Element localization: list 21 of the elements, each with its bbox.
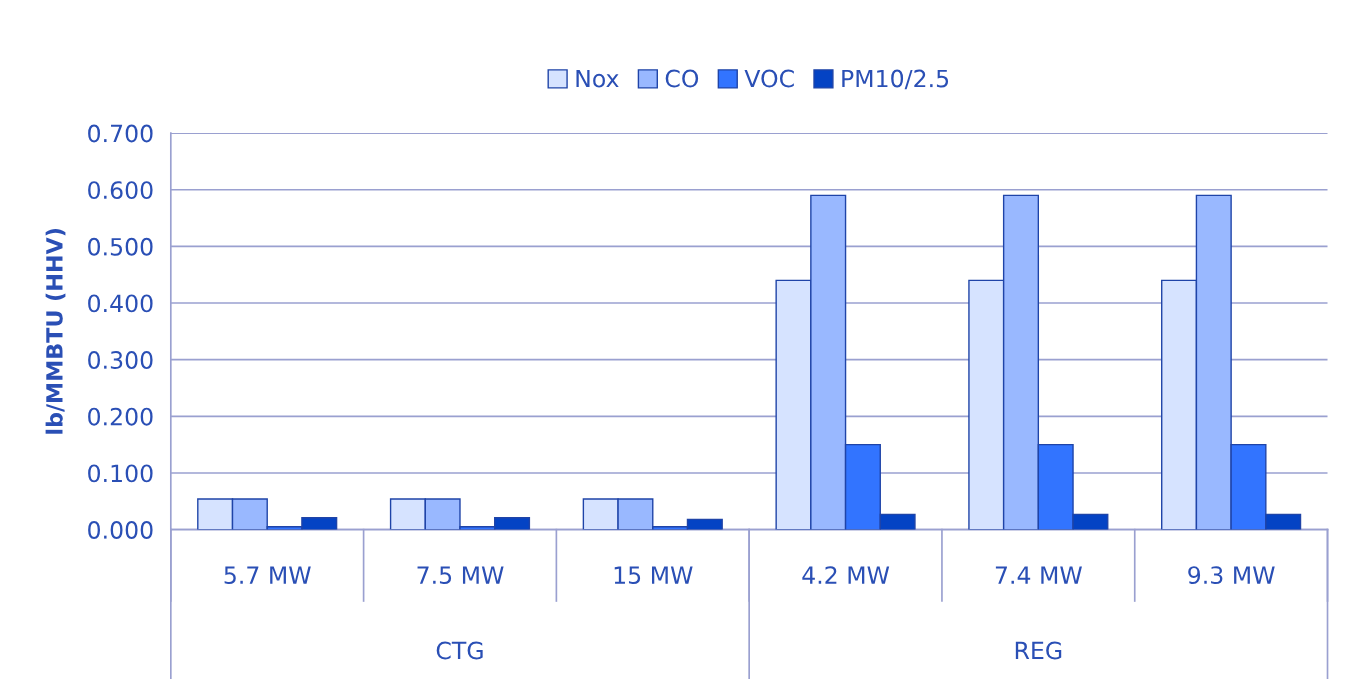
legend-label: CO bbox=[665, 69, 699, 88]
x-tick-label: 9.3 MW bbox=[1188, 566, 1275, 585]
y-tick-label: 0.700 bbox=[88, 124, 153, 143]
text: CTG bbox=[436, 641, 483, 660]
y-axis-title: lb/MMBTU (HHV) bbox=[45, 229, 66, 434]
x-tick-label: 15 MW bbox=[614, 566, 693, 585]
y-tick-label: 0.500 bbox=[88, 237, 153, 256]
x-tick-label: 7.4 MW bbox=[995, 566, 1082, 584]
x-tick-label: 5.7 MW bbox=[224, 566, 311, 585]
x-tick-label: 7.5 MW bbox=[417, 566, 504, 585]
legend-label: VOC bbox=[744, 69, 794, 88]
y-tick-label: 0.000 bbox=[88, 521, 153, 539]
y-tick-label: 0.300 bbox=[88, 351, 153, 369]
legend-label: PM10/2.5 bbox=[842, 69, 949, 90]
y-tick-label: 0.200 bbox=[88, 407, 153, 426]
text: REG bbox=[1015, 641, 1062, 660]
y-tick-label: 0.400 bbox=[88, 294, 153, 313]
y-tick-label: 0.100 bbox=[88, 464, 153, 483]
y-tick-label: 0.600 bbox=[88, 181, 153, 200]
legend-label: Nox bbox=[576, 69, 619, 88]
x-tick-label: 4.2 MW bbox=[802, 566, 890, 584]
